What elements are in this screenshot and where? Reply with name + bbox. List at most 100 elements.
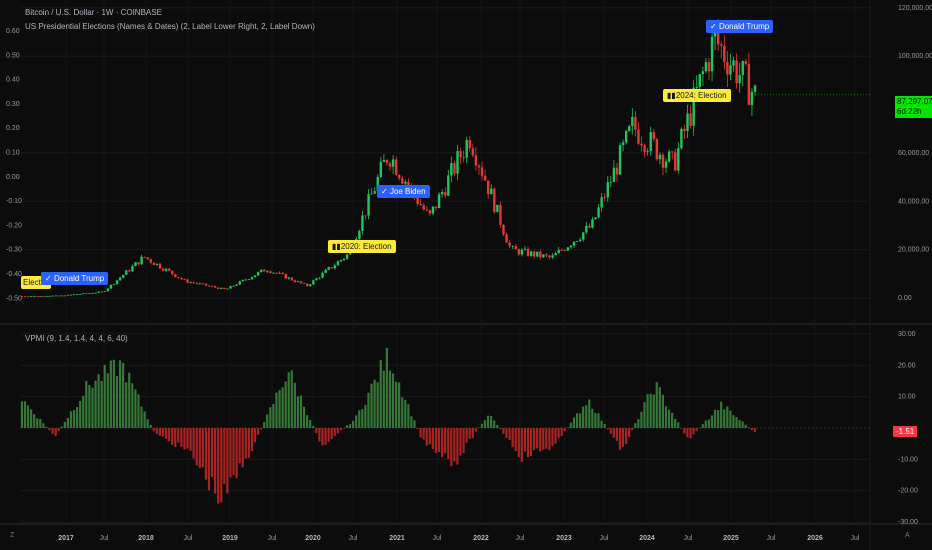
candle-body bbox=[263, 269, 266, 272]
vpmi-bar bbox=[275, 392, 278, 428]
election-2020-label: ▮▮2020: Election bbox=[328, 240, 396, 253]
candle-body bbox=[149, 259, 153, 263]
candle-body bbox=[364, 215, 367, 217]
candle-body bbox=[401, 178, 404, 184]
bars-icon: ▮▮ bbox=[667, 91, 676, 100]
symbol-title[interactable]: Bitcoin / U.S. Dollar · 1W · COINBASE bbox=[25, 8, 162, 17]
candle-body bbox=[526, 248, 530, 256]
vpmi-value-tag[interactable]: -1.51 bbox=[893, 426, 918, 437]
auto-scale-button[interactable]: A bbox=[905, 532, 910, 539]
candle-body bbox=[247, 279, 251, 281]
candle-body bbox=[456, 151, 459, 174]
candle-body bbox=[683, 128, 686, 132]
vpmi-bar bbox=[704, 420, 707, 428]
candle-body bbox=[407, 181, 410, 186]
candle-body bbox=[391, 159, 395, 167]
candle-body bbox=[333, 265, 337, 269]
candle-body bbox=[468, 139, 471, 149]
time-axis-tick: Jul bbox=[433, 535, 442, 542]
vpmi-bar bbox=[66, 417, 70, 428]
candle-body bbox=[680, 128, 683, 149]
candle-body bbox=[296, 281, 300, 283]
vpmi-bar bbox=[171, 428, 174, 445]
vpmi-bar bbox=[207, 428, 211, 491]
right-axis[interactable]: 120,000.00 100,000.00 60,000.00 40,000.00 20… bbox=[898, 5, 932, 526]
candle-body bbox=[738, 75, 741, 84]
vpmi-bar bbox=[327, 428, 330, 442]
candle-body bbox=[137, 262, 140, 265]
vpmi-bar bbox=[729, 410, 732, 428]
vpmi-bar bbox=[382, 370, 385, 428]
candle-body bbox=[164, 268, 168, 271]
vpmi-bar bbox=[42, 423, 45, 428]
vpmi-bar bbox=[440, 428, 444, 458]
vpmi-bar bbox=[548, 428, 551, 451]
candle-body bbox=[103, 291, 107, 292]
candle-body bbox=[591, 219, 594, 228]
candle-body bbox=[398, 175, 401, 179]
vpmi-bar bbox=[189, 428, 192, 451]
vpmi-bar bbox=[569, 422, 572, 428]
candle-body bbox=[483, 175, 487, 181]
vpmi-title[interactable]: VPMI (9, 1.4, 1.4, 4, 4, 6, 40) bbox=[25, 334, 128, 343]
candle-body bbox=[235, 284, 238, 286]
time-axis[interactable]: 2017 Jul 2018 Jul 2019 Jul 2020 Jul 2021 Jul 2022 J… bbox=[58, 535, 860, 542]
vpmi-bar bbox=[539, 428, 542, 452]
vpmi-bar bbox=[511, 428, 514, 448]
candle-body bbox=[376, 176, 379, 192]
vpmi-bar bbox=[217, 428, 220, 504]
check-icon: ✓ bbox=[45, 274, 54, 283]
candle-body bbox=[720, 44, 723, 46]
candle-body bbox=[186, 279, 189, 283]
left-axis-tick: 0.20 bbox=[6, 125, 20, 132]
time-axis-tick: Jul bbox=[349, 535, 358, 542]
candle-body bbox=[597, 207, 600, 218]
vpmi-bar bbox=[612, 428, 615, 438]
indicator-title[interactable]: US Presidential Elections (Names & Dates… bbox=[25, 22, 315, 31]
time-axis-tick: 2017 bbox=[58, 535, 74, 542]
vpmi-bar bbox=[186, 428, 189, 449]
left-axis-tick: -0.30 bbox=[6, 247, 22, 254]
vpmi-bar bbox=[241, 428, 244, 468]
candle-body bbox=[394, 159, 398, 176]
timezone-button[interactable]: Z bbox=[10, 532, 15, 539]
candle-body bbox=[594, 217, 597, 220]
candle-body bbox=[217, 287, 220, 289]
candle-body bbox=[572, 241, 576, 246]
vpmi-bar bbox=[263, 421, 266, 428]
vpmi-bar bbox=[649, 393, 652, 428]
vpmi-bar bbox=[152, 428, 155, 432]
price-axis-tick: 20,000.00 bbox=[898, 247, 929, 254]
candle-body bbox=[744, 61, 747, 64]
candle-body bbox=[493, 188, 496, 213]
vpmi-bar bbox=[161, 428, 165, 437]
vpmi-bar bbox=[744, 424, 747, 428]
candle-body bbox=[321, 272, 324, 278]
vpmi-bar bbox=[281, 387, 284, 428]
vpmi-bar bbox=[490, 416, 493, 428]
candle-body bbox=[312, 280, 315, 285]
candle-body bbox=[505, 234, 508, 243]
candle-body bbox=[244, 279, 248, 281]
vpmi-bar bbox=[572, 417, 576, 428]
time-axis-tick: 2020 bbox=[305, 535, 321, 542]
vpmi-bar bbox=[76, 407, 79, 428]
last-price-tag[interactable]: 87,297.07 6d 22h bbox=[895, 96, 932, 118]
vpmi-bar bbox=[106, 373, 109, 428]
vpmi-bar bbox=[134, 389, 137, 428]
candle-body bbox=[82, 293, 85, 295]
candle-body bbox=[229, 286, 232, 289]
vpmi-bar bbox=[137, 394, 140, 428]
vpmi-bar bbox=[600, 420, 603, 428]
vpmi-bar bbox=[97, 374, 100, 428]
candle-body bbox=[536, 251, 539, 257]
candle-body bbox=[94, 292, 97, 294]
vpmi-bar bbox=[523, 428, 526, 452]
vpmi-bar bbox=[269, 407, 272, 428]
time-axis-tick: Jul bbox=[516, 535, 525, 542]
vpmi-bar bbox=[312, 425, 315, 428]
vpmi-bar bbox=[223, 428, 226, 484]
candle-body bbox=[609, 182, 613, 183]
candle-body bbox=[155, 263, 159, 265]
